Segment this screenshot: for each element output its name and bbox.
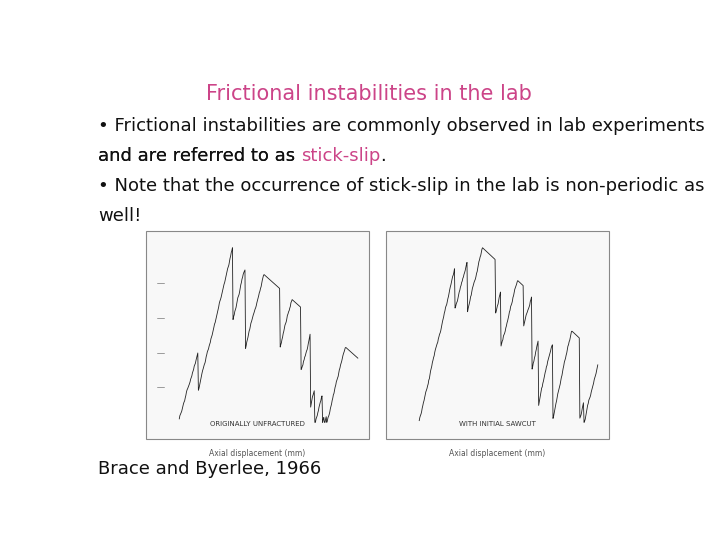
- Text: .: .: [381, 147, 387, 165]
- Text: • Note that the occurrence of stick-slip in the lab is non-periodic as: • Note that the occurrence of stick-slip…: [99, 177, 705, 194]
- Text: WITH INITIAL SAWCUT: WITH INITIAL SAWCUT: [459, 421, 536, 427]
- Text: and are referred to as: and are referred to as: [99, 147, 301, 165]
- Text: Brace and Byerlee, 1966: Brace and Byerlee, 1966: [99, 460, 322, 478]
- Text: Frictional instabilities in the lab: Frictional instabilities in the lab: [206, 84, 532, 104]
- Text: • Frictional instabilities are commonly observed in lab experiments: • Frictional instabilities are commonly …: [99, 117, 705, 135]
- Text: and are referred to as: and are referred to as: [99, 147, 301, 165]
- Text: well!: well!: [99, 207, 142, 225]
- Text: ORIGINALLY UNFRACTURED: ORIGINALLY UNFRACTURED: [210, 421, 305, 427]
- Text: Axial displacement (mm): Axial displacement (mm): [210, 449, 305, 458]
- Text: Axial displacement (mm): Axial displacement (mm): [449, 449, 546, 458]
- Text: stick-slip: stick-slip: [301, 147, 381, 165]
